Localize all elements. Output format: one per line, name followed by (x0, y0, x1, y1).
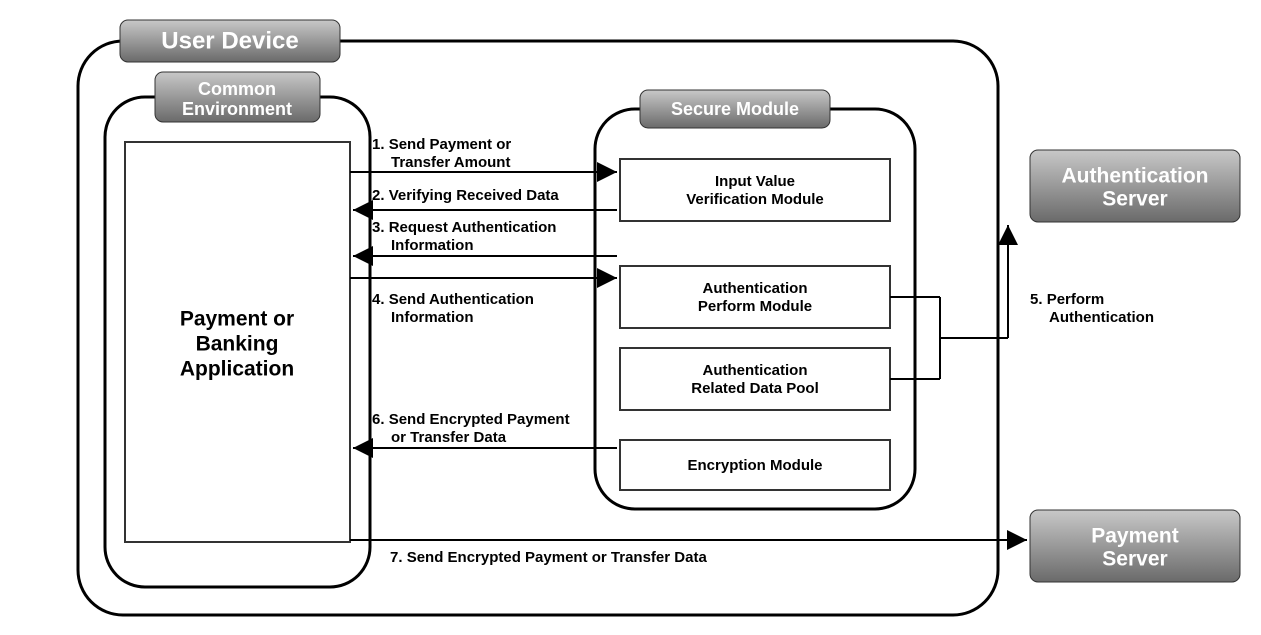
svg-text:1. Send Payment or: 1. Send Payment or (372, 136, 511, 153)
flow-1: 1. Send Payment or Transfer Amount (350, 136, 617, 172)
auth-pool-line2: Related Data Pool (691, 380, 819, 397)
payment-server-line1: Payment (1091, 525, 1179, 548)
input-verify-line2: Verification Module (686, 191, 824, 208)
common-env-label-1: Common (198, 79, 276, 99)
svg-text:Authentication: Authentication (1049, 309, 1154, 326)
svg-text:3. Request Authentication: 3. Request Authentication (372, 219, 556, 236)
auth-server-line1: Authentication (1062, 165, 1209, 188)
secure-module-label: Secure Module (671, 99, 799, 119)
payment-app-line3: Application (180, 358, 294, 381)
svg-text:Information: Information (391, 237, 474, 254)
svg-text:2. Verifying Received Data: 2. Verifying Received Data (372, 187, 559, 204)
flow-2: 2. Verifying Received Data (353, 187, 617, 210)
svg-text:4. Send Authentication: 4. Send Authentication (372, 291, 534, 308)
common-env-label-2: Environment (182, 99, 292, 119)
input-verify-line1: Input Value (715, 173, 795, 190)
auth-perform-line2: Perform Module (698, 298, 812, 315)
auth-server-line2: Server (1102, 188, 1167, 211)
svg-text:5. Perform: 5. Perform (1030, 291, 1104, 308)
auth-perform-line1: Authentication (703, 280, 808, 297)
payment-app-line1: Payment or (180, 308, 294, 331)
flow-4: 4. Send Authentication Information (350, 278, 617, 326)
svg-text:or Transfer Data: or Transfer Data (391, 429, 507, 446)
flow-7: 7. Send Encrypted Payment or Transfer Da… (350, 540, 1027, 566)
svg-text:Information: Information (391, 309, 474, 326)
svg-text:Transfer Amount: Transfer Amount (391, 154, 510, 171)
payment-server-line2: Server (1102, 548, 1167, 571)
flow-3: 3. Request Authentication Information (353, 219, 617, 256)
architecture-diagram: User Device Common Environment Secure Mo… (0, 0, 1261, 635)
flow-5-connector: 5. Perform Authentication (890, 225, 1154, 379)
payment-app-line2: Banking (196, 333, 279, 356)
auth-pool-line1: Authentication (703, 362, 808, 379)
svg-text:7. Send Encrypted Payment or T: 7. Send Encrypted Payment or Transfer Da… (390, 549, 707, 566)
encryption-line1: Encryption Module (688, 457, 823, 474)
user-device-label: User Device (161, 27, 298, 54)
flow-6: 6. Send Encrypted Payment or Transfer Da… (353, 411, 617, 448)
svg-text:6. Send Encrypted Payment: 6. Send Encrypted Payment (372, 411, 570, 428)
